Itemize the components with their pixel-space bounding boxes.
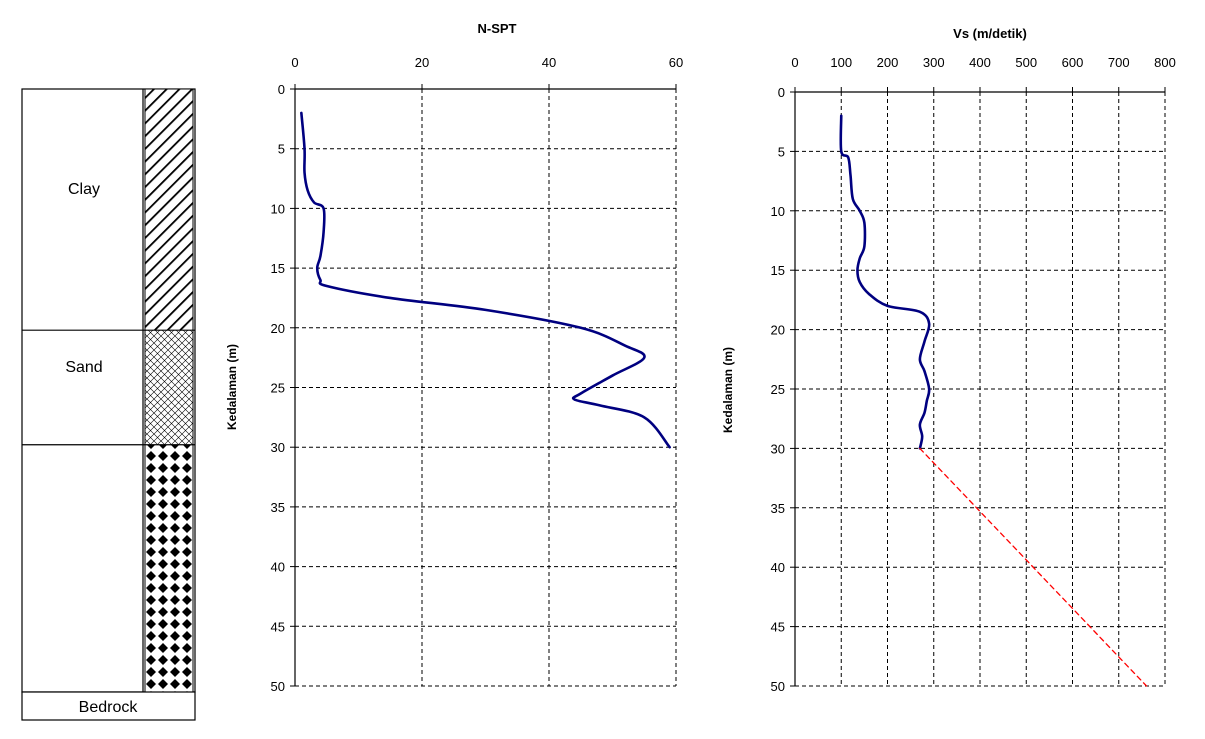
- y-tick-label: 10: [771, 204, 785, 219]
- y-tick-label: 50: [271, 679, 285, 694]
- y-tick-label: 45: [271, 619, 285, 634]
- y-tick-label: 10: [271, 201, 285, 216]
- soil-layer-pattern-0: [145, 89, 193, 331]
- soil-layer-pattern-1: [145, 330, 193, 445]
- nspt-chart-title: N-SPT: [478, 21, 517, 36]
- x-tick-label: 100: [830, 55, 852, 70]
- y-tick-label: 0: [778, 85, 785, 100]
- x-tick-label: 200: [877, 55, 899, 70]
- bedrock-box: [21, 691, 196, 721]
- x-tick-label: 40: [542, 55, 556, 70]
- y-tick-label: 35: [771, 501, 785, 516]
- x-tick-label: 300: [923, 55, 945, 70]
- soil-layer-label-1: Sand: [65, 359, 102, 376]
- y-tick-label: 40: [271, 560, 285, 575]
- y-tick-label: 45: [771, 620, 785, 635]
- y-tick-label: 30: [771, 441, 785, 456]
- soil-profile-column: Clay Sand Bedrock: [21, 88, 196, 721]
- x-tick-label: 60: [669, 55, 683, 70]
- vs-series-line-0: [839, 114, 931, 450]
- y-tick-label: 20: [271, 321, 285, 336]
- x-tick-label: 800: [1154, 55, 1176, 70]
- x-tick-label: 500: [1015, 55, 1037, 70]
- y-tick-label: 15: [771, 263, 785, 278]
- y-tick-label: 0: [278, 82, 285, 97]
- vs-series-line-1: [919, 447, 1148, 687]
- bedrock-label: Bedrock: [79, 699, 139, 716]
- nspt-series-line-0: [300, 111, 671, 449]
- x-tick-label: 600: [1062, 55, 1084, 70]
- nspt-chart: N-SPT Kedalaman (m) 0 20 40 60 0 5 10 15 20 25 30 3…: [225, 21, 683, 694]
- y-tick-label: 25: [271, 381, 285, 396]
- y-tick-label: 5: [778, 144, 785, 159]
- y-tick-label: 20: [771, 323, 785, 338]
- x-tick-label: 400: [969, 55, 991, 70]
- soil-layer-pattern-2: [145, 444, 193, 692]
- vs-chart-title: Vs (m/detik): [953, 26, 1027, 41]
- x-tick-label: 0: [291, 55, 298, 70]
- soil-layer-label-0: Clay: [68, 181, 100, 198]
- x-tick-label: 0: [791, 55, 798, 70]
- vs-chart: Vs (m/detik) Kedalaman (m) 0 100 200 300 400…: [721, 26, 1176, 694]
- y-tick-label: 25: [771, 382, 785, 397]
- vs-y-axis-label: Kedalaman (m): [721, 347, 735, 433]
- y-tick-label: 15: [271, 261, 285, 276]
- y-tick-label: 30: [271, 440, 285, 455]
- y-tick-label: 5: [278, 142, 285, 157]
- x-tick-label: 700: [1108, 55, 1130, 70]
- x-tick-label: 20: [415, 55, 429, 70]
- y-tick-label: 50: [771, 679, 785, 694]
- y-tick-label: 40: [771, 560, 785, 575]
- y-tick-label: 35: [271, 500, 285, 515]
- nspt-y-axis-label: Kedalaman (m): [225, 344, 239, 430]
